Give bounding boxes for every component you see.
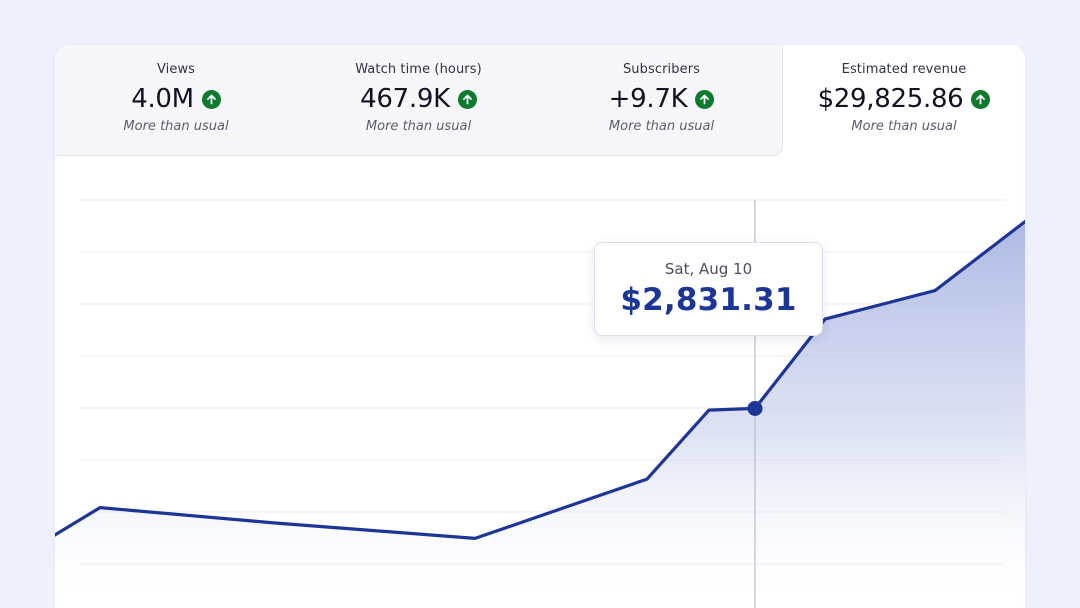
tab-watch-time-sub: More than usual (365, 119, 472, 134)
tab-estimated-revenue[interactable]: Estimated revenue $29,825.86 More than u… (783, 45, 1025, 156)
tab-revenue-value: $29,825.86 (817, 84, 964, 114)
tab-subscribers-value: +9.7K (608, 84, 688, 114)
tab-watch-time[interactable]: Watch time (hours) 467.9K More than usua… (297, 45, 540, 156)
chart-tooltip: Sat, Aug 10 $2,831.31 (594, 242, 823, 336)
tab-watch-time-value: 467.9K (360, 84, 450, 114)
arrow-up-icon (695, 89, 715, 109)
tab-subscribers[interactable]: Subscribers +9.7K More than usual (540, 45, 783, 156)
tab-views-value: 4.0M (131, 84, 194, 114)
tooltip-value: $2,831.31 (620, 282, 797, 318)
tab-revenue-label: Estimated revenue (841, 62, 967, 77)
tab-views-label: Views (156, 62, 196, 77)
revenue-chart[interactable] (55, 45, 1025, 608)
tab-views-sub: More than usual (123, 119, 229, 134)
analytics-card: Views 4.0M More than usual Watch time (h… (55, 45, 1025, 608)
tab-revenue-sub: More than usual (851, 119, 957, 134)
hover-point[interactable] (747, 400, 763, 416)
tab-watch-time-label: Watch time (hours) (355, 62, 482, 77)
revenue-area (55, 221, 1025, 608)
revenue-line (55, 220, 1025, 540)
tabs-background (55, 45, 783, 156)
arrow-up-icon (457, 89, 477, 109)
arrow-up-icon (201, 89, 221, 109)
arrow-up-icon (971, 89, 991, 109)
tab-views[interactable]: Views 4.0M More than usual (55, 45, 297, 156)
tooltip-date: Sat, Aug 10 (664, 260, 753, 278)
metric-tabs: Views 4.0M More than usual Watch time (h… (55, 45, 1025, 157)
tab-subscribers-label: Subscribers (622, 62, 701, 77)
tab-subscribers-sub: More than usual (608, 119, 715, 134)
